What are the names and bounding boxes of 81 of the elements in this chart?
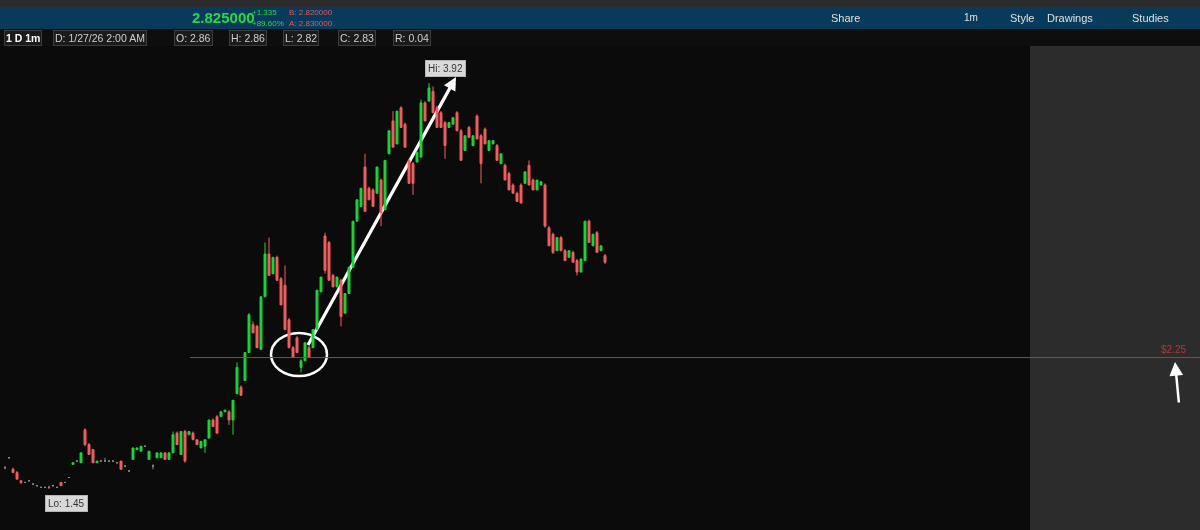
candlestick <box>383 159 387 211</box>
candlestick <box>267 237 271 276</box>
text: B: 2.820000 <box>289 8 333 17</box>
candlestick <box>591 233 595 247</box>
candlestick <box>371 187 375 207</box>
candlestick <box>59 481 63 487</box>
candlestick <box>95 460 99 464</box>
candlestick <box>15 470 19 480</box>
candlestick <box>603 253 607 265</box>
candlestick <box>203 439 207 454</box>
candlestick <box>495 143 499 161</box>
candlestick <box>335 276 339 288</box>
candlestick <box>79 452 83 464</box>
candlestick <box>223 409 227 413</box>
text: L: 2.82 <box>285 32 318 44</box>
candlestick <box>207 419 211 439</box>
candlestick <box>219 411 223 418</box>
candlestick <box>183 429 187 464</box>
candlestick <box>567 250 571 258</box>
candlestick <box>187 431 191 436</box>
candlestick <box>307 345 311 359</box>
candlestick <box>391 110 395 148</box>
text: A: 2.830000 <box>289 19 333 28</box>
candlestick <box>451 117 455 125</box>
candlestick <box>191 431 195 441</box>
candlestick <box>295 335 299 354</box>
text: 1 D 1m <box>6 32 41 44</box>
candlestick <box>151 463 155 470</box>
candlestick <box>519 182 523 204</box>
text: H: 2.86 <box>231 32 266 44</box>
candlestick <box>71 462 75 465</box>
candlestick <box>339 278 343 327</box>
candlestick <box>595 230 599 253</box>
candlestick <box>179 431 183 455</box>
text: Style <box>1010 12 1035 24</box>
candlestick <box>227 409 231 426</box>
text: D: 1/27/26 2:00 AM <box>55 32 145 44</box>
candlestick <box>467 125 471 138</box>
candlestick <box>159 452 163 459</box>
text: Hi: 3.92 <box>428 63 463 74</box>
candlestick <box>555 237 559 252</box>
text: Drawings <box>1047 12 1094 24</box>
candlestick <box>239 384 243 396</box>
candlestick <box>215 414 219 434</box>
candlestick <box>535 179 539 191</box>
ref-line-label: $2.25 <box>1161 344 1187 355</box>
candlestick <box>163 452 167 460</box>
candlestick <box>19 480 23 485</box>
candlestick <box>131 447 135 460</box>
text: Share <box>831 12 861 24</box>
candlestick <box>471 135 475 147</box>
candlestick <box>199 440 203 449</box>
text: O: 2.86 <box>176 32 211 44</box>
candlestick <box>255 324 259 349</box>
text: Studies <box>1132 12 1170 24</box>
text: C: 2.83 <box>340 32 375 44</box>
candlestick <box>423 100 427 122</box>
candlestick <box>499 153 503 165</box>
text: R: 0.04 <box>395 32 430 44</box>
candlestick <box>231 399 235 436</box>
candlestick <box>363 153 367 212</box>
candlestick <box>147 450 151 460</box>
candlestick <box>155 452 159 459</box>
candlestick <box>271 256 275 275</box>
candlestick <box>139 445 143 452</box>
candlestick <box>463 135 467 152</box>
candlestick <box>119 460 123 470</box>
candlestick <box>427 82 431 102</box>
candlestick <box>587 219 591 244</box>
candlestick <box>487 140 491 152</box>
candlestick <box>235 361 239 395</box>
candlestick <box>375 166 379 194</box>
candlestick <box>523 171 527 184</box>
candlestick <box>599 245 603 252</box>
candlestick <box>387 130 391 155</box>
text: Lo: 1.45 <box>48 498 85 509</box>
candlestick <box>395 110 399 145</box>
candlestick <box>175 431 179 446</box>
candlestick <box>379 177 383 227</box>
text: 1m <box>964 12 978 23</box>
candlestick <box>411 161 415 196</box>
